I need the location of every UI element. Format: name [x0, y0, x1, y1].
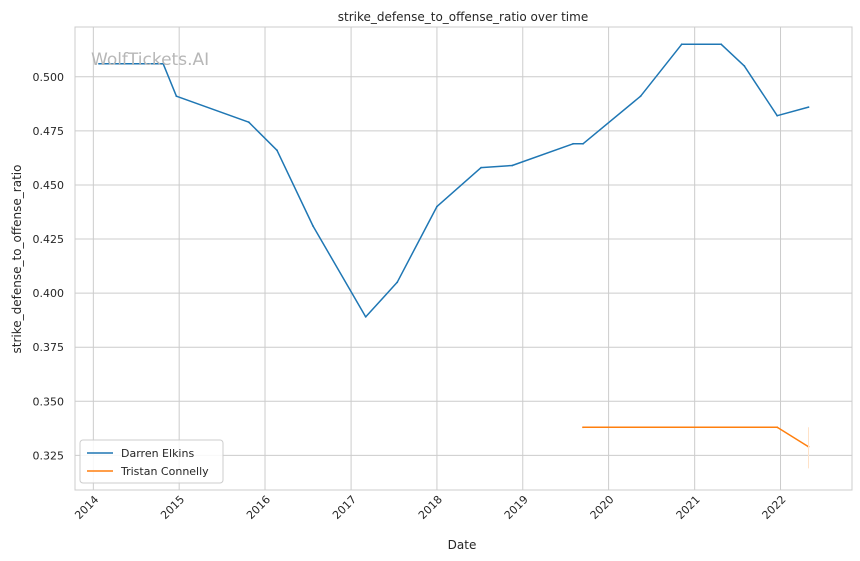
chart-title: strike_defense_to_offense_ratio over tim… — [338, 10, 588, 24]
data-point-darren-elkins — [162, 62, 165, 65]
data-point-darren-elkins — [247, 121, 250, 124]
y-tick-label: 0.425 — [33, 233, 65, 246]
data-point-tristan-connelly — [776, 426, 779, 429]
data-point-darren-elkins — [175, 95, 178, 98]
watermark: WolfTickets.AI — [91, 50, 209, 70]
data-point-darren-elkins — [680, 43, 683, 46]
legend-label-tristan-connelly: Tristan Connelly — [120, 465, 209, 478]
y-axis-label: strike_defense_to_offense_ratio — [10, 165, 24, 354]
data-point-darren-elkins — [720, 43, 723, 46]
legend-label-darren-elkins: Darren Elkins — [121, 447, 194, 460]
data-point-darren-elkins — [480, 166, 482, 169]
plot-frame — [74, 26, 853, 491]
data-point-darren-elkins — [639, 95, 642, 98]
data-point-darren-elkins — [582, 142, 584, 145]
data-point-darren-elkins — [98, 62, 100, 65]
y-tick-label: 0.500 — [33, 71, 65, 84]
y-tick-label: 0.450 — [33, 179, 65, 192]
data-point-darren-elkins — [312, 225, 314, 227]
data-point-darren-elkins — [743, 65, 746, 67]
series-layer — [98, 43, 810, 469]
data-point-darren-elkins — [511, 164, 514, 167]
legend-box — [79, 439, 224, 484]
data-point-tristan-connelly — [582, 426, 584, 429]
data-point-darren-elkins — [364, 316, 367, 318]
data-point-darren-elkins — [572, 142, 574, 145]
y-tick-label: 0.375 — [33, 341, 65, 354]
y-tick-label: 0.475 — [33, 125, 65, 138]
x-axis-label: Date — [448, 538, 477, 552]
grid — [75, 27, 852, 490]
y-tick-label: 0.400 — [33, 287, 65, 300]
data-point-darren-elkins — [807, 106, 810, 108]
data-point-darren-elkins — [276, 149, 278, 152]
data-point-darren-elkins — [436, 205, 438, 208]
y-tick-label: 0.350 — [33, 395, 65, 408]
y-tick-label: 0.325 — [33, 449, 65, 462]
legend: Darren Elkins Tristan Connelly — [79, 439, 224, 484]
data-point-darren-elkins — [396, 281, 399, 284]
data-point-darren-elkins — [776, 114, 779, 117]
